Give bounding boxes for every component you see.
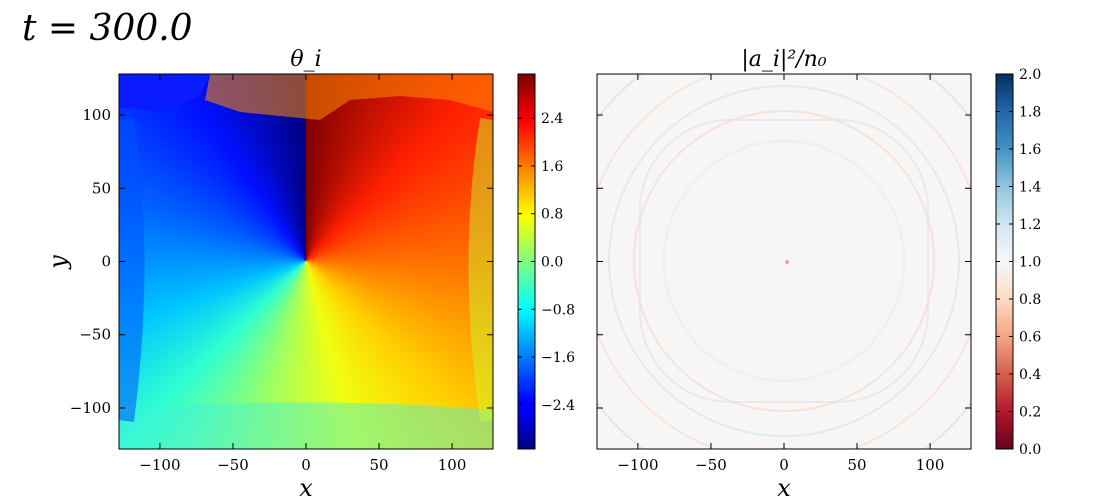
phase-colorbar-tick-label: −2.4 xyxy=(541,398,575,414)
figure-suptitle: t = 300.0 xyxy=(22,8,193,49)
density-x-ticks: −100 −50 0 50 100 xyxy=(617,74,944,474)
phase-colorbar-tick-label: 1.6 xyxy=(541,159,563,175)
density-colorbar-tick-label: 1.8 xyxy=(1019,105,1041,121)
density-ripple xyxy=(662,139,906,383)
density-x-tick-label: 0 xyxy=(779,456,789,474)
density-ripple xyxy=(633,110,935,412)
phase-y-tick-label: 0 xyxy=(101,253,111,271)
phase-y-ticks: −100 −50 0 50 100 xyxy=(70,106,493,417)
density-colorbar-ticks: 0.0 0.2 0.4 0.6 0.8 1.0 1.2 1.4 1.6 1.8 2.0 xyxy=(996,67,1041,458)
phase-y-tick-label: −50 xyxy=(79,326,111,344)
density-colorbar-tick-label: 1.6 xyxy=(1019,142,1041,158)
phase-corner-blue xyxy=(119,74,210,112)
phase-x-tick-label: −100 xyxy=(139,456,180,474)
density-ripple xyxy=(639,119,929,403)
density-x-tick-label: 50 xyxy=(848,456,867,474)
phase-x-tick-label: −50 xyxy=(217,456,249,474)
phase-y-tick-label: −100 xyxy=(70,399,111,417)
density-x-tick-label: −50 xyxy=(695,456,727,474)
density-vortex-core xyxy=(785,260,789,264)
phase-colorbar-tick-label: 0.8 xyxy=(541,207,563,223)
density-x-tick-label: −100 xyxy=(617,456,658,474)
phase-x-ticks: −100 −50 0 50 100 xyxy=(139,74,466,474)
phase-panel-title: θ_i xyxy=(290,47,321,72)
phase-y-tick-label: 100 xyxy=(82,106,111,124)
phase-left-band xyxy=(119,117,145,422)
phase-colorbar-ticks: −2.4 −1.6 −0.8 0.0 0.8 1.6 2.4 xyxy=(518,111,575,414)
density-panel: |a_i|²/n₀ −100 −50 0 50 100 x 0.00.20.40.60.… xyxy=(596,47,1041,500)
density-panel-title: |a_i|²/n₀ xyxy=(741,47,826,72)
density-colorbar-tick-label: 2.0 xyxy=(1019,67,1041,83)
phase-colorbar-tick-label: −1.6 xyxy=(541,350,575,366)
density-colorbar-tick-label: 0.8 xyxy=(1019,292,1041,308)
phase-x-label: x xyxy=(299,474,313,500)
density-colorbar-tick-label: 0.2 xyxy=(1019,405,1041,421)
phase-bottom-band xyxy=(119,402,493,449)
phase-x-tick-label: 50 xyxy=(370,456,389,474)
density-colorbar-tick-label: 1.0 xyxy=(1019,255,1041,271)
density-heatmap xyxy=(597,74,971,449)
density-x-tick-label: 100 xyxy=(916,456,945,474)
phase-top-band xyxy=(205,74,493,120)
density-x-label: x xyxy=(777,474,791,500)
phase-y-label: y xyxy=(44,255,72,270)
density-colorbar-tick-label: 0.6 xyxy=(1019,330,1041,346)
phase-panel: θ_i −100 −50 0 50 100 −100 −50 0 50 100 x y −2.4… xyxy=(44,47,575,500)
density-y-ticks xyxy=(597,114,971,409)
phase-right-band xyxy=(468,117,493,422)
phase-x-tick-label: 0 xyxy=(301,456,311,474)
density-colorbar-tick-label: 1.2 xyxy=(1019,217,1041,233)
density-colorbar-tick-label: 0.4 xyxy=(1019,367,1041,383)
phase-colorbar-tick-label: 2.4 xyxy=(541,111,563,127)
density-colorbar-tick-label: 1.4 xyxy=(1019,180,1041,196)
phase-y-tick-label: 50 xyxy=(92,179,111,197)
phase-colorbar-tick-label: 0.0 xyxy=(541,255,563,271)
phase-heatmap xyxy=(119,74,493,449)
density-colorbar-tick-label: 0.0 xyxy=(1019,442,1041,458)
phase-x-tick-label: 100 xyxy=(438,456,467,474)
density-ripple xyxy=(608,85,960,437)
phase-colorbar-tick-label: −0.8 xyxy=(541,302,575,318)
